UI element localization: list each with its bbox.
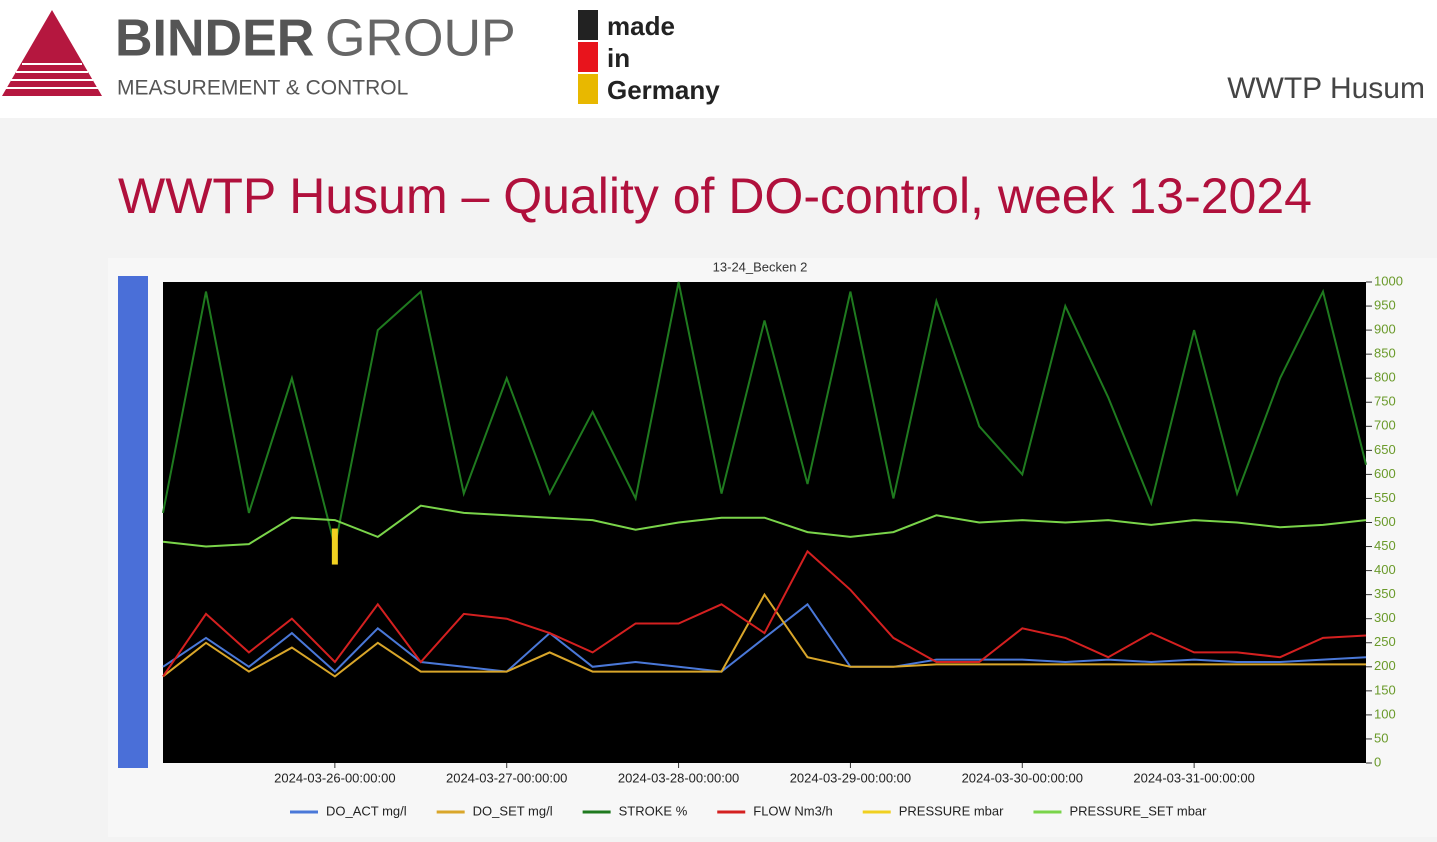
y2-tick-label: 850 [1374, 346, 1396, 361]
y2-tick-label: 800 [1374, 370, 1396, 385]
brand-light: GROUP [325, 10, 516, 68]
series-line [162, 592, 1366, 678]
legend-label: FLOW Nm3/h [753, 803, 832, 818]
series-line [162, 281, 1367, 547]
x-tick-label: 2024-03-27-00:00:00 [446, 770, 567, 785]
y2-tick-label: 950 [1374, 297, 1396, 312]
y2-tick-label: 150 [1374, 682, 1396, 697]
made-line: made [607, 11, 675, 41]
y2-tick-label: 50 [1374, 730, 1388, 745]
logo [2, 10, 102, 96]
chart: 0 50 100 150 200 250 300 350 400 450 500 550 600 650 7… [162, 273, 1403, 818]
legend-label: PRESSURE_SET mbar [1069, 803, 1207, 818]
legend-label: STROKE % [619, 803, 688, 818]
made-line: in [607, 43, 630, 73]
y2-tick-label: 1000 [1374, 273, 1403, 288]
x-tick-label: 2024-03-26-00:00:00 [274, 770, 395, 785]
site-name: WWTP Husum [1227, 72, 1425, 105]
y2-tick-label: 550 [1374, 490, 1396, 505]
legend-label: PRESSURE mbar [899, 803, 1004, 818]
y2-tick-label: 200 [1374, 658, 1396, 673]
slide-title: WWTP Husum – Quality of DO-control, week… [118, 168, 1312, 224]
series-line [162, 504, 1367, 548]
y2-tick-label: 250 [1374, 634, 1396, 649]
y2-tick-label: 300 [1374, 610, 1396, 625]
legend-label: DO_SET mg/l [473, 803, 553, 818]
flag-red [578, 42, 598, 72]
y2-tick-label: 500 [1374, 514, 1396, 529]
x-tick-label: 2024-03-28-00:00:00 [618, 770, 739, 785]
y2-tick-label: 100 [1374, 706, 1396, 721]
y2-tick-label: 600 [1374, 466, 1396, 481]
flag-black [578, 10, 598, 40]
series-line [162, 549, 1367, 677]
flag-gold [578, 74, 598, 104]
x-tick-label: 2024-03-29-00:00:00 [790, 770, 911, 785]
brand-bold: BINDER [115, 10, 314, 68]
x-tick-label: 2024-03-31-00:00:00 [1133, 770, 1254, 785]
series-line [162, 602, 1367, 673]
legend-label: DO_ACT mg/l [326, 803, 407, 818]
y2-tick-label: 450 [1374, 538, 1396, 553]
left-axis-band [118, 276, 148, 768]
made-line: Germany [607, 75, 720, 105]
y2-tick-label: 750 [1374, 394, 1396, 409]
tagline: MEASUREMENT & CONTROL [117, 77, 408, 100]
y2-tick-label: 350 [1374, 586, 1396, 601]
y2-tick-label: 650 [1374, 442, 1396, 457]
y2-tick-label: 0 [1374, 754, 1381, 769]
y2-tick-label: 900 [1374, 322, 1396, 337]
header-bg [0, 0, 1437, 118]
series-mark [331, 528, 338, 565]
x-tick-label: 2024-03-30-00:00:00 [962, 770, 1083, 785]
y2-tick-label: 700 [1374, 418, 1396, 433]
chart-title: 13-24_Becken 2 [713, 259, 808, 274]
y2-tick-label: 400 [1374, 562, 1396, 577]
